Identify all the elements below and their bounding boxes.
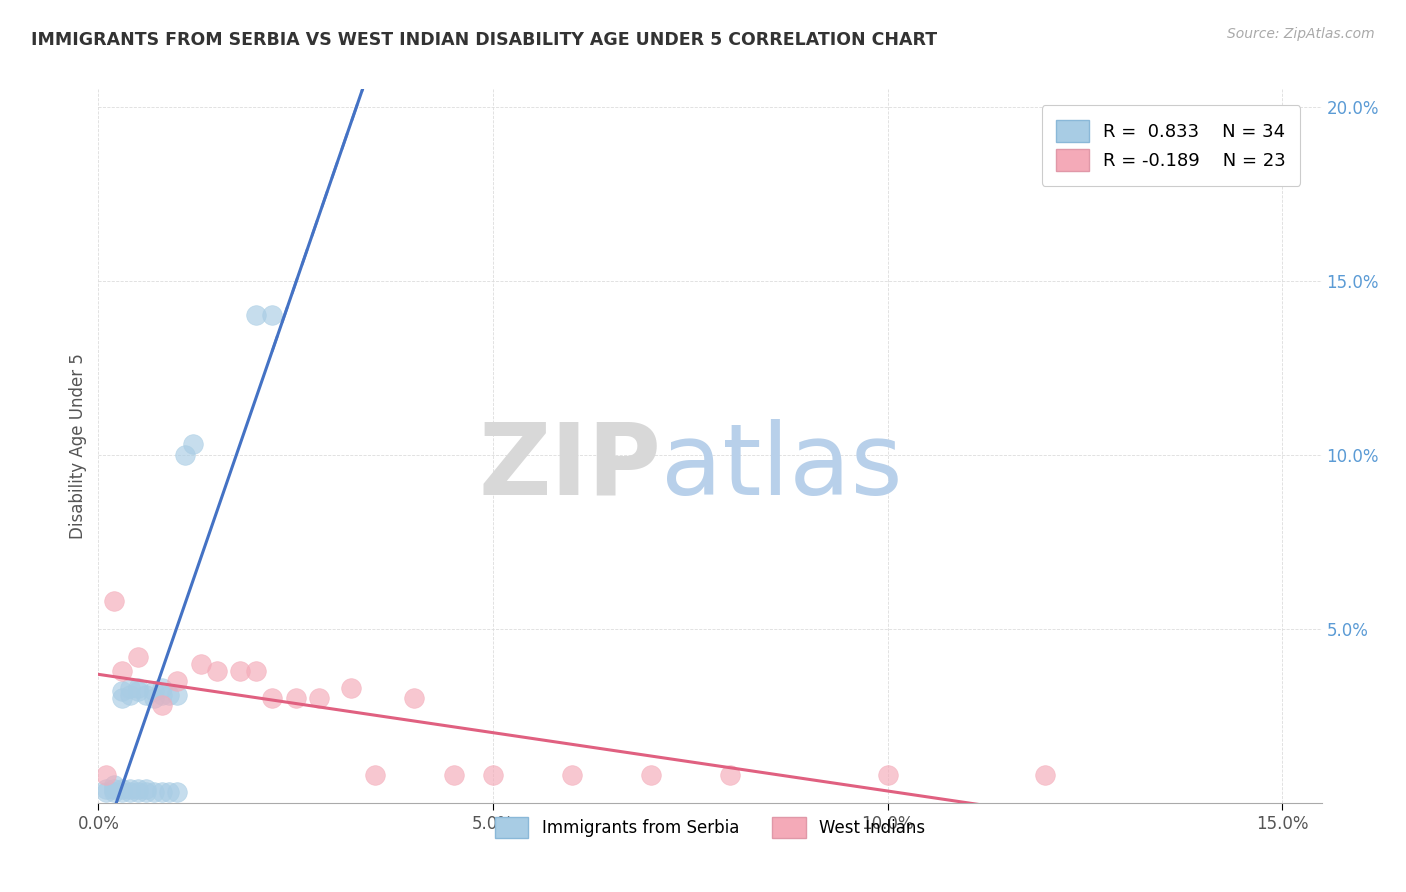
- Point: [111, 781, 134, 796]
- Point: [127, 684, 149, 698]
- Point: [159, 688, 181, 702]
- Text: IMMIGRANTS FROM SERBIA VS WEST INDIAN DISABILITY AGE UNDER 5 CORRELATION CHART: IMMIGRANTS FROM SERBIA VS WEST INDIAN DI…: [31, 31, 936, 49]
- Point: [135, 785, 157, 799]
- Point: [150, 681, 173, 695]
- Point: [482, 768, 505, 782]
- Point: [111, 684, 134, 698]
- Point: [181, 437, 204, 451]
- Point: [103, 594, 125, 608]
- Point: [150, 785, 173, 799]
- Y-axis label: Disability Age Under 5: Disability Age Under 5: [69, 353, 87, 539]
- Point: [284, 691, 307, 706]
- Point: [260, 691, 283, 706]
- Point: [245, 309, 267, 323]
- Legend: Immigrants from Serbia, West Indians: Immigrants from Serbia, West Indians: [488, 811, 932, 845]
- Point: [166, 673, 188, 688]
- Point: [142, 691, 165, 706]
- Point: [111, 785, 134, 799]
- Point: [205, 664, 228, 678]
- Point: [640, 768, 662, 782]
- Point: [340, 681, 363, 695]
- Point: [127, 785, 149, 799]
- Point: [135, 781, 157, 796]
- Text: Source: ZipAtlas.com: Source: ZipAtlas.com: [1227, 27, 1375, 41]
- Point: [363, 768, 385, 782]
- Point: [118, 681, 141, 695]
- Point: [127, 781, 149, 796]
- Point: [96, 781, 118, 796]
- Point: [111, 691, 134, 706]
- Point: [718, 768, 741, 782]
- Point: [142, 684, 165, 698]
- Point: [561, 768, 583, 782]
- Point: [127, 681, 149, 695]
- Point: [876, 768, 898, 782]
- Point: [166, 785, 188, 799]
- Point: [118, 785, 141, 799]
- Point: [96, 785, 118, 799]
- Point: [150, 698, 173, 713]
- Point: [260, 309, 283, 323]
- Point: [111, 664, 134, 678]
- Point: [127, 649, 149, 664]
- Point: [103, 785, 125, 799]
- Point: [103, 781, 125, 796]
- Point: [308, 691, 330, 706]
- Point: [443, 768, 465, 782]
- Point: [118, 781, 141, 796]
- Point: [103, 778, 125, 792]
- Point: [245, 664, 267, 678]
- Point: [135, 688, 157, 702]
- Point: [190, 657, 212, 671]
- Point: [159, 785, 181, 799]
- Text: atlas: atlas: [661, 419, 903, 516]
- Point: [166, 688, 188, 702]
- Point: [174, 448, 197, 462]
- Point: [229, 664, 252, 678]
- Point: [118, 688, 141, 702]
- Point: [142, 785, 165, 799]
- Point: [1035, 768, 1057, 782]
- Text: ZIP: ZIP: [478, 419, 661, 516]
- Point: [96, 768, 118, 782]
- Point: [150, 688, 173, 702]
- Point: [404, 691, 426, 706]
